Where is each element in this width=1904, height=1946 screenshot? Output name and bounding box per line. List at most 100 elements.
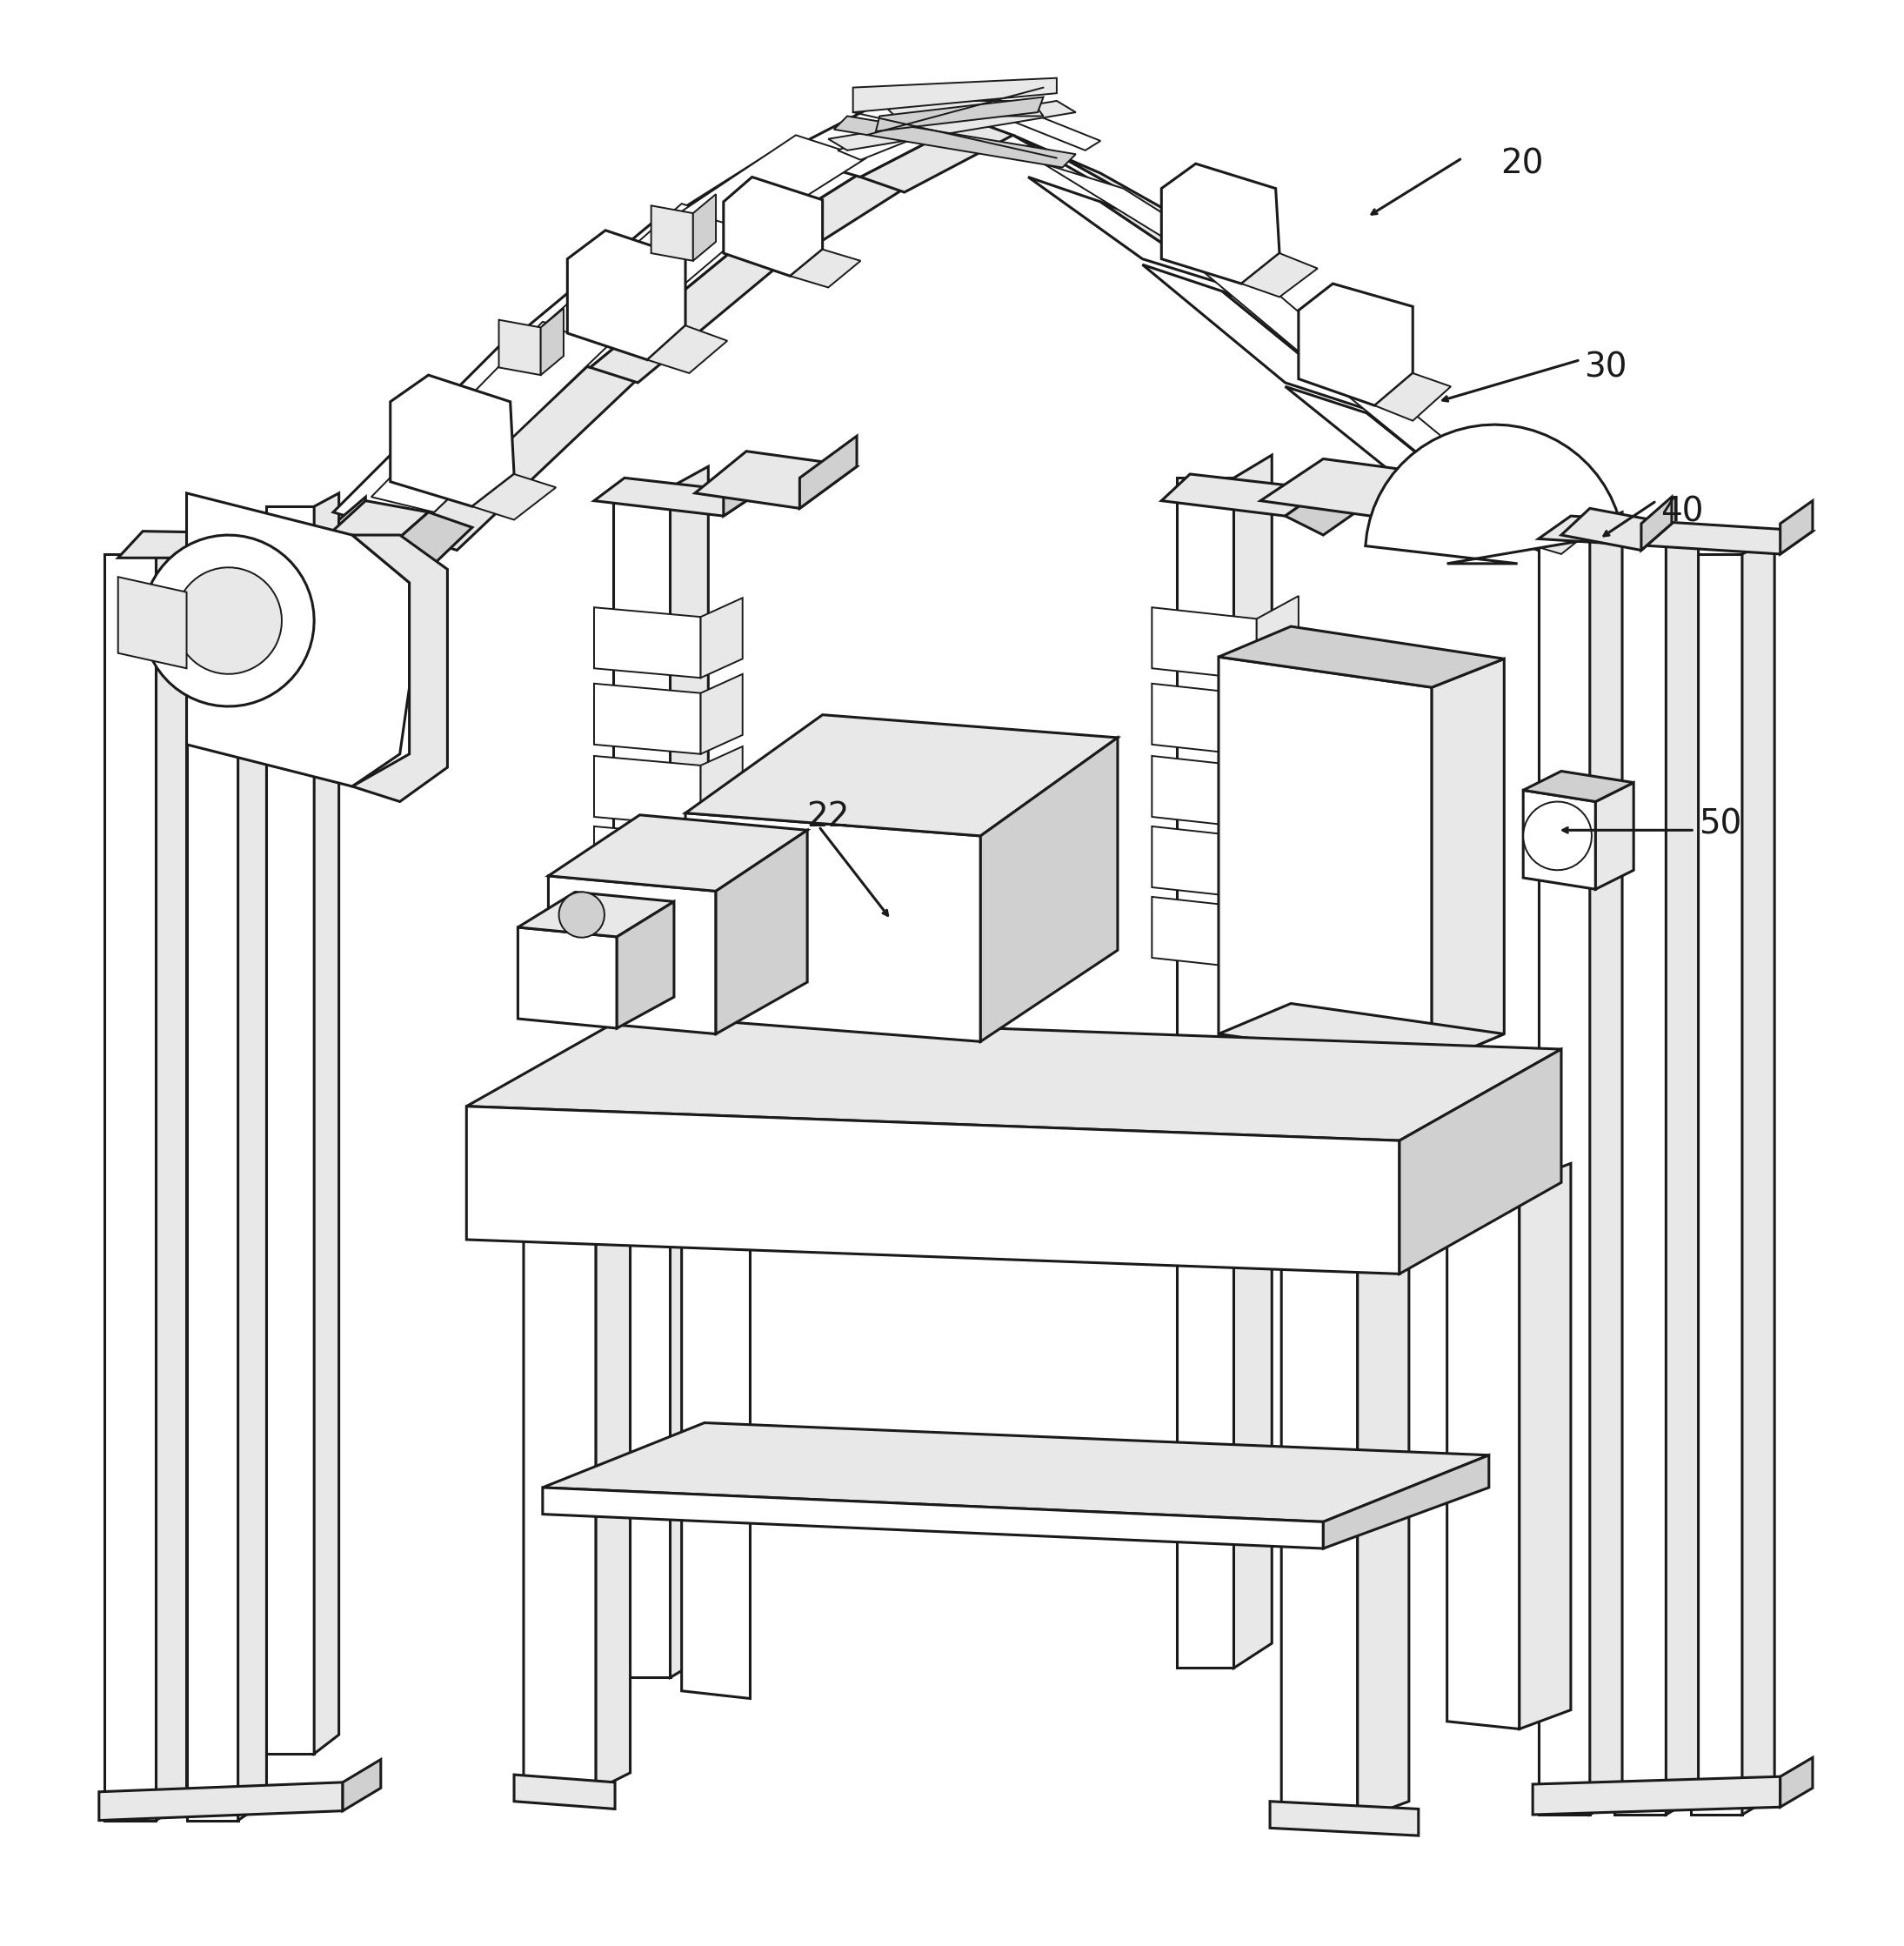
Polygon shape — [724, 463, 758, 516]
Polygon shape — [1152, 683, 1257, 755]
Polygon shape — [510, 218, 739, 368]
Polygon shape — [685, 813, 981, 1041]
Text: 20: 20 — [1500, 148, 1544, 181]
Polygon shape — [1257, 671, 1299, 755]
Polygon shape — [701, 887, 743, 967]
Polygon shape — [1523, 790, 1596, 889]
Polygon shape — [543, 1487, 1323, 1549]
Polygon shape — [518, 928, 617, 1027]
Polygon shape — [790, 249, 861, 288]
Polygon shape — [594, 897, 701, 967]
Polygon shape — [1358, 1249, 1409, 1820]
Polygon shape — [594, 827, 701, 897]
Polygon shape — [880, 101, 1043, 117]
Polygon shape — [1234, 455, 1272, 1668]
Polygon shape — [613, 486, 670, 1677]
Polygon shape — [343, 1759, 381, 1812]
Polygon shape — [1375, 374, 1451, 420]
Polygon shape — [105, 555, 156, 1820]
Polygon shape — [1538, 525, 1590, 1816]
Polygon shape — [1219, 1004, 1504, 1064]
Polygon shape — [187, 492, 409, 786]
Polygon shape — [541, 307, 564, 376]
Polygon shape — [1371, 475, 1500, 535]
Polygon shape — [238, 516, 267, 1820]
Polygon shape — [1285, 387, 1538, 551]
Polygon shape — [739, 173, 904, 265]
Polygon shape — [1260, 459, 1438, 516]
Polygon shape — [1161, 475, 1323, 516]
Polygon shape — [1281, 1263, 1358, 1820]
Text: 30: 30 — [1584, 350, 1628, 383]
Polygon shape — [1177, 249, 1399, 397]
Polygon shape — [1432, 660, 1504, 1064]
Polygon shape — [701, 597, 743, 677]
Polygon shape — [1365, 424, 1622, 564]
Text: 22: 22 — [807, 800, 849, 833]
Polygon shape — [567, 230, 685, 360]
Polygon shape — [1447, 1175, 1519, 1728]
Polygon shape — [118, 576, 187, 667]
Polygon shape — [853, 78, 1057, 113]
Polygon shape — [1257, 595, 1299, 679]
Polygon shape — [187, 535, 238, 1820]
Polygon shape — [701, 747, 743, 827]
Polygon shape — [518, 891, 674, 936]
Polygon shape — [682, 134, 866, 230]
Polygon shape — [1222, 292, 1409, 428]
Polygon shape — [716, 831, 807, 1033]
Polygon shape — [1691, 555, 1742, 1816]
Polygon shape — [1219, 658, 1432, 1064]
Polygon shape — [1367, 413, 1577, 570]
Polygon shape — [409, 364, 638, 551]
Text: 50: 50 — [1698, 808, 1742, 841]
Polygon shape — [499, 319, 541, 376]
Polygon shape — [339, 496, 366, 559]
Polygon shape — [1043, 163, 1257, 272]
Polygon shape — [1299, 284, 1413, 405]
Polygon shape — [320, 500, 428, 555]
Polygon shape — [143, 535, 314, 706]
Polygon shape — [1523, 512, 1599, 555]
Polygon shape — [390, 376, 514, 506]
Polygon shape — [828, 101, 1076, 150]
Polygon shape — [617, 901, 674, 1027]
Polygon shape — [156, 535, 187, 1820]
Polygon shape — [466, 1105, 1399, 1275]
Polygon shape — [524, 1240, 596, 1790]
Polygon shape — [1561, 508, 1672, 551]
Polygon shape — [594, 479, 758, 516]
Polygon shape — [267, 506, 314, 1753]
Polygon shape — [514, 1775, 615, 1810]
Polygon shape — [1241, 253, 1318, 298]
Polygon shape — [118, 531, 366, 559]
Polygon shape — [543, 1423, 1489, 1522]
Polygon shape — [1323, 1456, 1489, 1549]
Polygon shape — [1152, 897, 1257, 969]
Polygon shape — [647, 325, 727, 374]
Polygon shape — [724, 177, 823, 276]
Polygon shape — [1538, 516, 1813, 555]
Polygon shape — [1257, 885, 1299, 969]
Polygon shape — [1523, 802, 1592, 870]
Polygon shape — [861, 121, 1013, 193]
Polygon shape — [99, 1783, 343, 1820]
Polygon shape — [1028, 177, 1222, 284]
Polygon shape — [1257, 745, 1299, 829]
Polygon shape — [1152, 827, 1257, 899]
Polygon shape — [1615, 539, 1666, 1816]
Polygon shape — [466, 1016, 1561, 1140]
Polygon shape — [1641, 496, 1672, 551]
Polygon shape — [1666, 525, 1698, 1816]
Polygon shape — [1742, 539, 1775, 1816]
Polygon shape — [693, 195, 716, 261]
Polygon shape — [657, 146, 861, 249]
Polygon shape — [651, 206, 693, 261]
Polygon shape — [701, 673, 743, 753]
Polygon shape — [371, 321, 613, 512]
Polygon shape — [560, 891, 605, 938]
Polygon shape — [175, 568, 282, 673]
Polygon shape — [1177, 479, 1234, 1668]
Polygon shape — [548, 815, 807, 891]
Polygon shape — [548, 876, 716, 1033]
